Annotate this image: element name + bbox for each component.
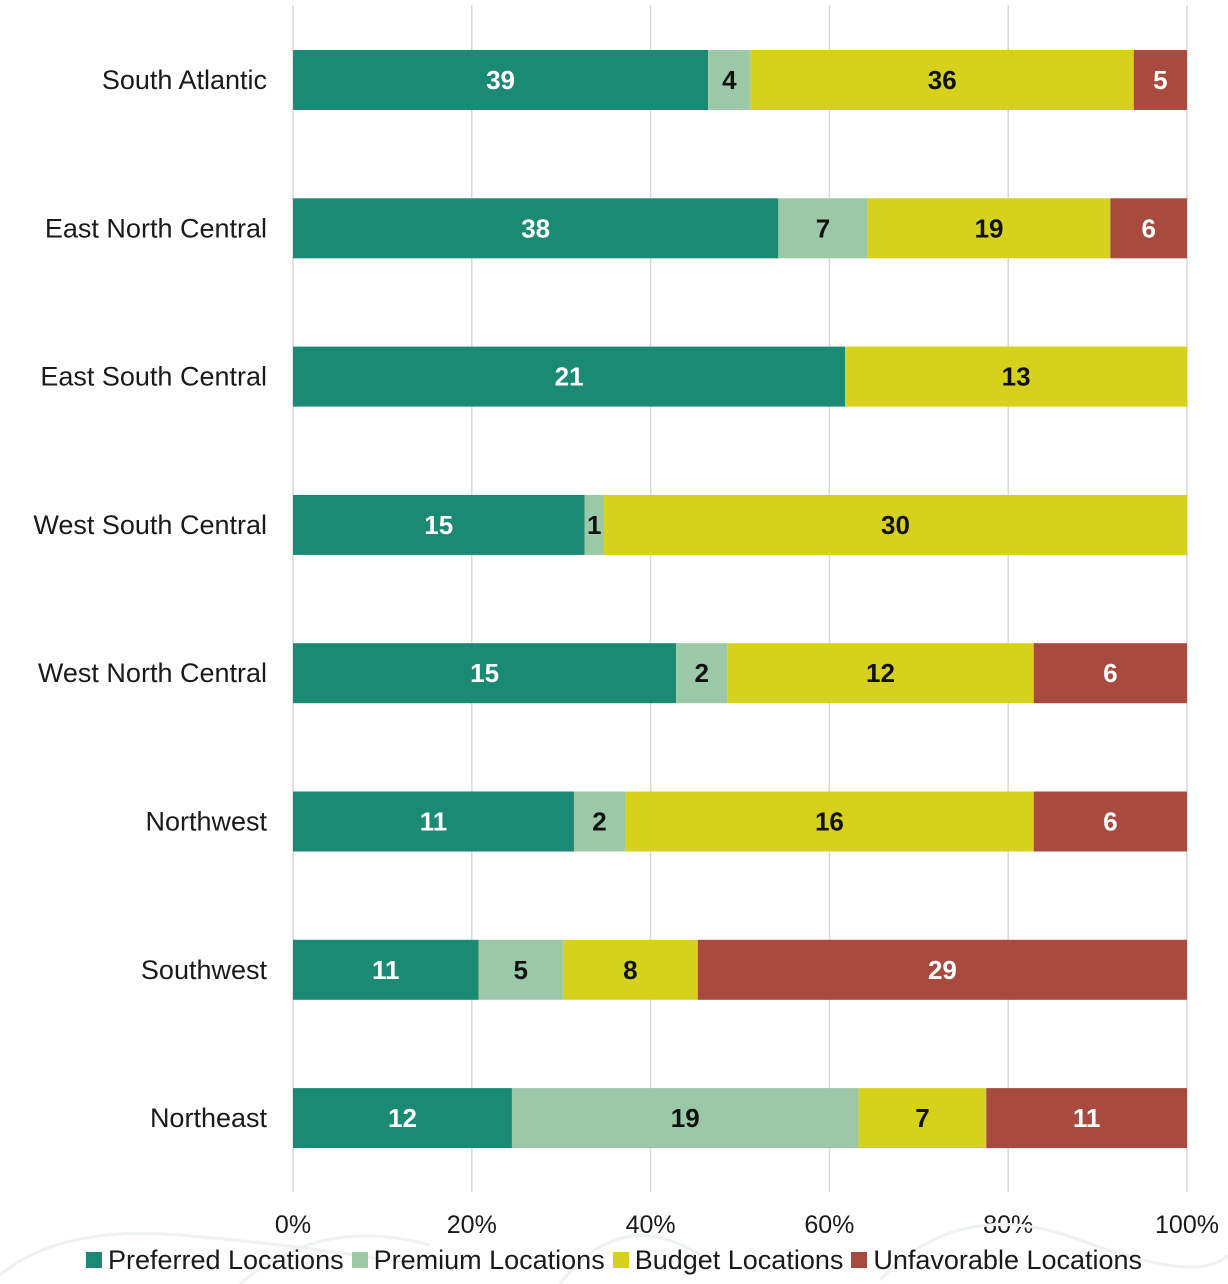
x-tick-label: 60% <box>804 1211 854 1239</box>
bar-segment <box>1133 50 1187 110</box>
x-axis-tick-labels: 0% 20% 40% 60% 80% 100% <box>275 1211 1219 1239</box>
data-label: 11 <box>420 807 448 837</box>
bars: 39 4 36 5 38 7 19 6 21 13 15 1 30 15 2 12 6 11 2 16 6 11 5 8 29 1… <box>293 50 1187 1149</box>
bar-segment <box>778 198 868 259</box>
legend-item: Preferred Locations <box>85 1244 344 1276</box>
data-label: 30 <box>881 510 910 540</box>
legend-swatch <box>851 1252 868 1268</box>
category-label: Northeast <box>150 1103 268 1133</box>
bar-segment <box>697 939 1187 1000</box>
data-label: 2 <box>592 807 606 837</box>
bar-segment <box>867 198 1111 259</box>
data-label: 36 <box>928 65 957 95</box>
data-label: 6 <box>1103 807 1117 837</box>
data-label: 1 <box>587 510 601 540</box>
bar-segment <box>293 939 479 1000</box>
data-label: 13 <box>1002 362 1031 392</box>
category-label: West North Central <box>38 658 267 688</box>
bar-segment <box>293 643 677 704</box>
x-tick-label: 80% <box>983 1211 1033 1239</box>
category-label: Southwest <box>141 955 268 985</box>
data-label: 5 <box>1153 65 1167 95</box>
x-tick-label: 100% <box>1155 1211 1219 1239</box>
bar-segment <box>293 494 585 555</box>
bar-segment <box>293 346 846 407</box>
bar-segment <box>845 346 1187 407</box>
category-label: South Atlantic <box>102 65 267 95</box>
bar-segment <box>478 939 563 1000</box>
legend-label: Premium Locations <box>373 1244 605 1275</box>
gridlines <box>292 5 1188 1192</box>
legend-swatch <box>351 1252 368 1268</box>
data-label: 2 <box>694 658 708 688</box>
x-tick-label: 40% <box>626 1211 676 1239</box>
bar-segment <box>293 791 574 852</box>
bar-segment <box>708 50 751 110</box>
bar-segment <box>625 791 1034 852</box>
data-label: 7 <box>915 1103 929 1133</box>
x-tick-label: 0% <box>275 1211 311 1239</box>
legend-item: Premium Locations <box>351 1244 605 1276</box>
bar-segment <box>603 494 1187 555</box>
data-label: 19 <box>671 1103 700 1133</box>
data-label: 29 <box>928 955 957 985</box>
x-tick-label: 20% <box>447 1211 497 1239</box>
legend-label: Budget Locations <box>634 1244 844 1275</box>
category-labels: South Atlantic East North Central East Sou… <box>33 65 267 1133</box>
bar-segment <box>511 1088 859 1149</box>
bar-segment <box>573 791 626 852</box>
legend-item: Unfavorable Locations <box>851 1245 1142 1276</box>
legend-swatch <box>612 1252 629 1268</box>
data-label: 12 <box>388 1103 417 1133</box>
data-label: 15 <box>470 658 499 688</box>
data-label: 21 <box>555 362 584 392</box>
stacked-bar-chart: 39 4 36 5 38 7 19 6 21 13 15 1 30 15 2 12 6 11 2 16 6 11 5 8 29 1… <box>33 5 1219 1239</box>
legend-label: Preferred Locations <box>107 1244 344 1275</box>
data-label: 19 <box>975 213 1004 243</box>
legend: Preferred Locations Premium Locations Budg… <box>0 1240 1228 1280</box>
bar-segment <box>293 198 779 259</box>
data-label: 11 <box>372 955 400 985</box>
bar-segment <box>562 939 698 1000</box>
bar-segment <box>858 1088 987 1149</box>
data-label: 8 <box>623 955 637 985</box>
category-label: West South Central <box>33 510 267 540</box>
bar-segment <box>293 1088 512 1149</box>
data-label: 39 <box>486 65 515 95</box>
data-label: 6 <box>1103 658 1117 688</box>
legend-label: Unfavorable Locations <box>873 1244 1143 1275</box>
legend-item: Budget Locations <box>612 1244 844 1276</box>
legend-swatch <box>85 1252 102 1268</box>
bar-segment <box>676 643 728 704</box>
data-label: 7 <box>816 213 830 243</box>
bar-segment <box>293 50 709 110</box>
category-label: East North Central <box>45 213 267 243</box>
data-label: 4 <box>722 65 737 95</box>
bar-segment <box>1033 791 1187 852</box>
data-label: 15 <box>424 510 453 540</box>
data-label: 6 <box>1141 213 1155 243</box>
bar-segment <box>986 1088 1187 1149</box>
data-label: 38 <box>521 213 550 243</box>
category-label: East South Central <box>40 362 267 392</box>
data-label: 16 <box>815 807 844 837</box>
bar-segment <box>1110 198 1187 259</box>
data-label: 12 <box>866 658 895 688</box>
category-label: Northwest <box>145 807 267 837</box>
bar-segment <box>727 643 1034 704</box>
data-label: 11 <box>1073 1103 1101 1133</box>
bar-segment <box>584 494 604 555</box>
bar-segment <box>1033 643 1187 704</box>
bar-segment <box>750 50 1134 110</box>
data-label: 5 <box>513 955 527 985</box>
